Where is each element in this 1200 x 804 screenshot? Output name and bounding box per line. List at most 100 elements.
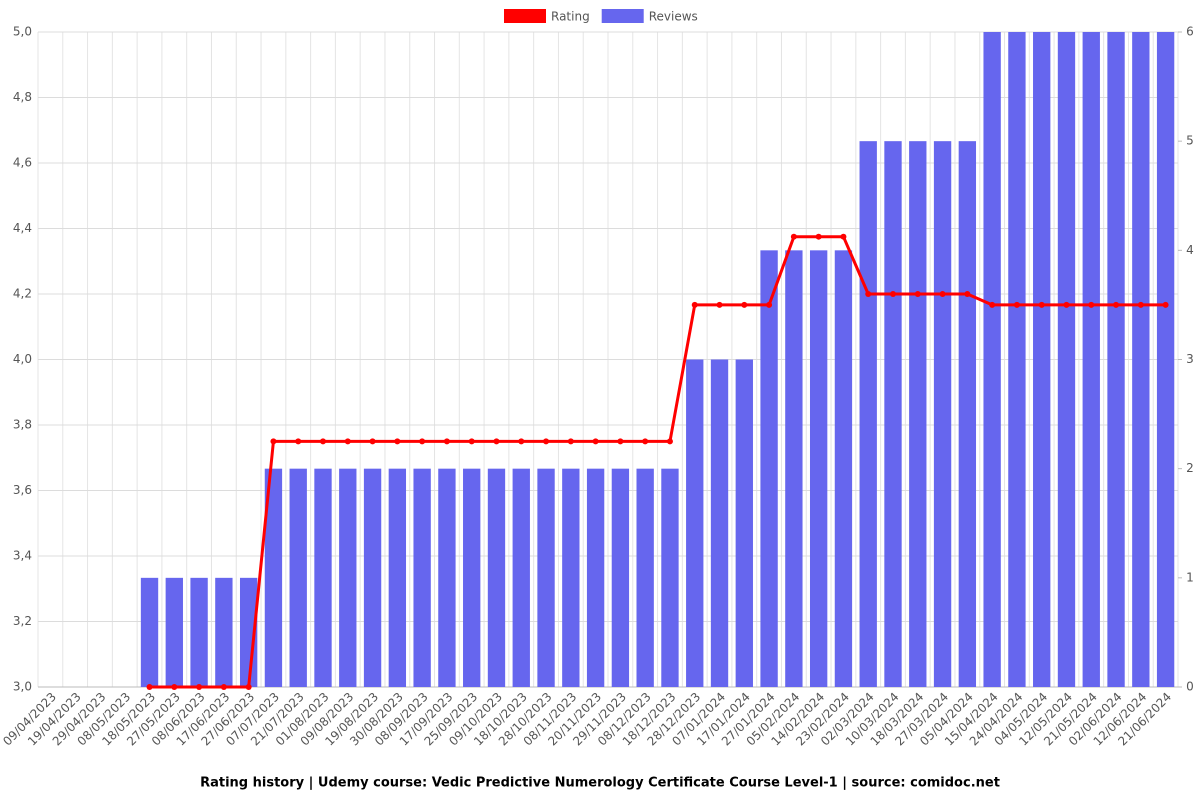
bar: [760, 250, 778, 688]
rating-point: [369, 438, 376, 445]
rating-point: [939, 291, 946, 297]
bar: [983, 32, 1001, 687]
bar: [884, 141, 902, 687]
bar: [1107, 32, 1125, 687]
bar: [586, 468, 605, 687]
bar: [339, 468, 357, 687]
rating-point: [592, 438, 599, 445]
rating-point: [1162, 301, 1169, 308]
rating-point: [344, 438, 351, 445]
rating-point: [146, 684, 153, 690]
bar: [1132, 32, 1150, 687]
legend-swatch: [601, 9, 644, 23]
legend-label: Rating: [551, 10, 590, 24]
chart-title: Rating history | Udemy course: Vedic Pre…: [200, 776, 1000, 791]
rating-point: [716, 301, 723, 308]
bar: [215, 577, 233, 687]
bar: [661, 468, 679, 687]
rating-point: [790, 233, 797, 240]
y2-tick-label: 0: [1186, 680, 1194, 694]
bar: [859, 141, 877, 687]
bar: [710, 359, 729, 687]
rating-point: [914, 291, 921, 297]
bar: [909, 141, 927, 687]
bar: [190, 577, 208, 687]
rating-point: [493, 438, 500, 445]
y2-tick-label: 2: [1186, 461, 1194, 475]
bar: [686, 359, 704, 687]
bar: [289, 468, 307, 687]
bar: [958, 141, 977, 687]
legend-label: Reviews: [649, 10, 698, 24]
rating-point: [815, 233, 822, 240]
bar: [388, 468, 407, 687]
bar: [735, 359, 753, 687]
y2-tick-label: 1: [1186, 570, 1194, 584]
bar: [1008, 32, 1026, 687]
y-tick-label: 3,0: [13, 680, 32, 694]
y-tick-label: 4,2: [13, 287, 32, 301]
y-tick-label: 3,4: [13, 549, 32, 563]
bar: [314, 468, 332, 687]
bar: [413, 468, 431, 687]
bar: [463, 468, 481, 687]
rating-point: [642, 438, 649, 445]
rating-point: [468, 438, 475, 445]
bar: [140, 577, 159, 687]
legend-swatch: [504, 9, 546, 23]
bar: [1156, 32, 1175, 687]
rating-point: [567, 438, 574, 445]
rating-point: [394, 438, 401, 445]
rating-point: [691, 301, 698, 308]
bar: [1057, 32, 1076, 687]
y2-tick-label: 5: [1186, 134, 1194, 148]
rating-point: [443, 438, 450, 445]
rating-point: [865, 291, 872, 297]
bar: [1082, 32, 1100, 687]
rating-point: [989, 301, 996, 308]
rating-point: [1088, 301, 1095, 308]
y-tick-label: 3,8: [13, 418, 32, 432]
bar: [165, 577, 183, 687]
y2-tick-label: 4: [1186, 243, 1194, 257]
rating-point: [1013, 301, 1020, 308]
rating-point: [741, 301, 748, 308]
rating-point: [518, 438, 525, 445]
rating-point: [245, 684, 252, 690]
rating-point: [171, 684, 178, 690]
rating-point: [666, 438, 673, 445]
bar: [239, 577, 258, 687]
bar: [487, 468, 506, 687]
rating-point: [419, 438, 426, 445]
rating-point: [220, 684, 227, 690]
bar: [537, 468, 555, 687]
y-tick-label: 3,6: [13, 483, 32, 497]
y2-tick-label: 3: [1186, 352, 1194, 366]
y-tick-label: 4,4: [13, 221, 32, 235]
bar: [834, 250, 853, 688]
bar: [611, 468, 630, 687]
bar: [1033, 32, 1051, 687]
y-tick-label: 4,0: [13, 352, 32, 366]
rating-line: [149, 235, 1166, 689]
rating-point: [766, 301, 773, 308]
y-tick-label: 4,8: [13, 90, 32, 104]
bar: [562, 468, 580, 687]
rating-point: [1063, 301, 1070, 308]
rating-point: [617, 438, 624, 445]
rating-point: [1137, 301, 1144, 308]
y-tick-label: 4,6: [13, 156, 32, 170]
rating-point: [1038, 301, 1045, 308]
rating-point: [543, 438, 550, 445]
y-tick-label: 5,0: [13, 25, 32, 39]
rating-point: [270, 438, 277, 445]
rating-point: [320, 438, 326, 445]
rating-point: [1113, 301, 1120, 308]
bar: [438, 468, 456, 687]
rating-point: [840, 233, 847, 240]
bar: [809, 250, 828, 688]
y-tick-label: 3,2: [13, 614, 32, 628]
bar: [264, 468, 283, 687]
rating-point: [196, 684, 203, 690]
rating-point: [890, 291, 896, 297]
